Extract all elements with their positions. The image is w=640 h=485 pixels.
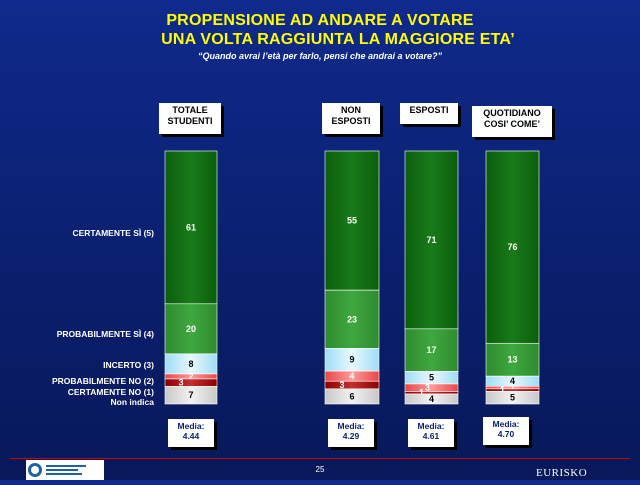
row-label-probabilmente-no: PROBABILMENTE NO (2): [52, 376, 154, 386]
bar-segment: [404, 383, 459, 392]
media-box-quotidiano: Media: 4.70: [483, 417, 529, 445]
bar-value-label: 71: [426, 235, 436, 245]
bar-segment: [404, 393, 459, 405]
column-header-line1: TOTALE: [172, 105, 208, 115]
column-header-quotidiano: QUOTIDIANO COSI’ COME’: [472, 106, 552, 137]
bar-value-label: 3: [339, 380, 344, 390]
row-label-probabilmente-si: PROBABILMENTE SÌ (4): [56, 329, 154, 339]
column-header-totale: TOTALE STUDENTI: [159, 103, 221, 134]
bar-value-label: 1: [500, 385, 505, 395]
bar-segment: [404, 150, 459, 330]
bar-segment: [485, 342, 540, 377]
column-header-non-esposti: NON ESPOSTI: [322, 103, 380, 134]
media-value: 4.29: [342, 431, 360, 441]
row-label-certamente-no: CERTAMENTE NO (1): [67, 387, 154, 397]
chart-title-line1: PROPENSIONE AD ANDARE A VOTARE: [166, 12, 474, 29]
bar-segment: [164, 378, 218, 387]
bar-segment: [485, 391, 540, 405]
bar-value-label: 7: [188, 390, 193, 400]
chart-subtitle: “Quando avrai l’età per farlo, pensi che…: [197, 51, 443, 61]
bar-value-label: 4: [429, 394, 434, 404]
bar-value-label: 55: [347, 216, 357, 226]
row-label-certamente-si: CERTAMENTE SÌ (5): [72, 228, 154, 238]
bar-segment: [324, 388, 380, 405]
bar-value-label: 3: [178, 378, 183, 388]
media-box-non-esposti: Media: 4.29: [328, 419, 374, 447]
bar-value-label: 61: [186, 222, 196, 232]
row-label-incerto: INCERTO (3): [103, 360, 154, 370]
column-header-line2: ESPOSTI: [331, 116, 371, 126]
bar-segment: [404, 328, 459, 372]
bar-value-label: 8: [188, 359, 193, 369]
column-header-line1: ESPOSTI: [409, 105, 449, 115]
row-label-non-indica: Non indica: [110, 397, 154, 407]
bar-value-label: 17: [426, 345, 436, 355]
media-value: 4.61: [422, 431, 440, 441]
footer-divider: [10, 458, 630, 459]
column-header-line2: STUDENTI: [167, 116, 213, 126]
bar-segment: [324, 150, 380, 291]
column-header-line1: NON: [341, 105, 361, 115]
chart-title-line2: UNA VOLTA RAGGIUNTA LA MAGGIORE ETA’: [161, 31, 515, 48]
bar-value-label: 5: [429, 373, 434, 383]
media-box-esposti: Media: 4.61: [408, 419, 454, 447]
bar-value-label: 4: [349, 371, 354, 381]
brand-logo-text: EURISKO: [536, 467, 588, 479]
page-number: 25: [315, 465, 325, 474]
bar-segment: [485, 388, 540, 392]
bar-value-label: 5: [510, 393, 515, 403]
bar-value-label: 1: [419, 388, 424, 398]
bar-value-label: 76: [507, 242, 517, 252]
bar-value-label: 9: [349, 355, 354, 365]
bar-value-label: 1: [510, 383, 515, 393]
bar-segment: [324, 380, 380, 390]
media-label: Media:: [177, 421, 205, 431]
media-value: 4.70: [497, 429, 515, 439]
bar-segment: [485, 150, 540, 344]
bar-value-label: 23: [347, 314, 357, 324]
media-box-totale: Media: 4.44: [168, 419, 214, 447]
media-value: 4.44: [182, 431, 200, 441]
column-header-line2: COSI’ COME’: [483, 119, 540, 129]
sponsor-logo: [26, 460, 104, 480]
bar-value-label: 4: [510, 376, 515, 386]
bar-value-label: 20: [186, 324, 196, 334]
bar-value-label: 3: [425, 383, 430, 393]
media-label: Media:: [417, 421, 445, 431]
media-label: Media:: [492, 419, 520, 429]
bar-segment: [164, 386, 218, 405]
bar-segment: [324, 289, 380, 349]
bar-value-label: 2: [188, 371, 193, 381]
column-header-line1: QUOTIDIANO: [483, 108, 541, 118]
bar-value-label: 13: [507, 355, 517, 365]
bar-value-label: 6: [349, 391, 354, 401]
bar-segment: [164, 303, 218, 355]
media-label: Media:: [337, 421, 365, 431]
column-header-esposti: ESPOSTI: [400, 103, 458, 124]
